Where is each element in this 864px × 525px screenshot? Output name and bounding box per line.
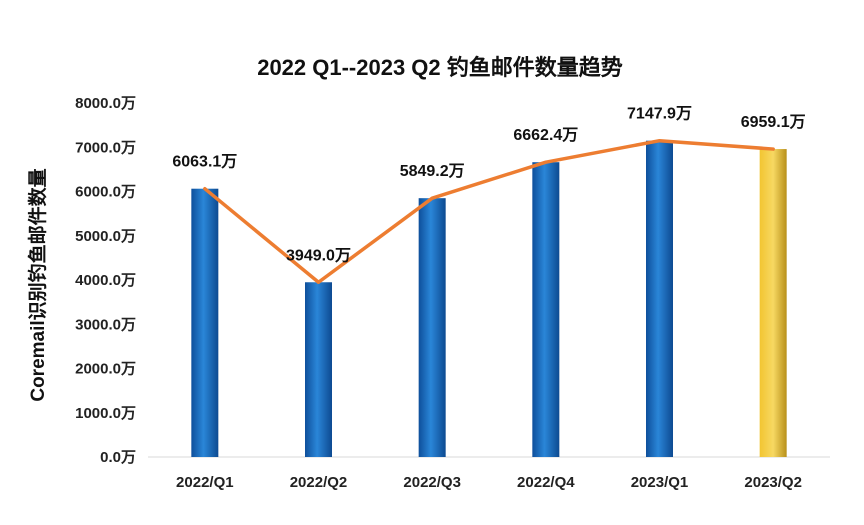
y-tick-label: 1000.0万 bbox=[75, 405, 136, 422]
data-label: 7147.9万 bbox=[627, 106, 692, 123]
x-axis-ticks: 2022/Q1 2022/Q2 2022/Q3 2022/Q4 2023/Q1 2023/… bbox=[176, 474, 802, 491]
trend-line bbox=[203, 138, 775, 285]
y-axis-ticks: 0.0万 1000.0万 2000.0万 3000.0万 4000.0万 5000.0万 6… bbox=[75, 95, 136, 466]
data-label: 6063.1万 bbox=[172, 154, 237, 171]
data-label: 3949.0万 bbox=[286, 247, 351, 264]
y-tick-label: 0.0万 bbox=[100, 449, 136, 466]
data-labels: 6063.1万 3949.0万 5849.2万 6662.4万 7147.9万 6959.… bbox=[172, 106, 805, 265]
x-tick-label: 2022/Q2 bbox=[290, 474, 348, 491]
data-label: 6959.1万 bbox=[741, 114, 806, 131]
y-axis-label: Coremail识别钓鱼邮件数量 bbox=[26, 168, 49, 401]
y-tick-label: 5000.0万 bbox=[75, 228, 136, 245]
data-label: 6662.4万 bbox=[513, 127, 578, 144]
x-tick-label: 2023/Q1 bbox=[631, 474, 689, 491]
bar-2023/Q2 bbox=[759, 149, 787, 458]
x-tick-label: 2022/Q3 bbox=[403, 474, 461, 491]
bars bbox=[191, 140, 787, 458]
x-tick-label: 2023/Q2 bbox=[744, 474, 802, 491]
y-tick-label: 4000.0万 bbox=[75, 272, 136, 289]
bar-2022/Q4 bbox=[532, 162, 560, 458]
y-tick-label: 6000.0万 bbox=[75, 184, 136, 201]
y-tick-label: 2000.0万 bbox=[75, 361, 136, 378]
y-tick-label: 7000.0万 bbox=[75, 139, 136, 156]
data-label: 5849.2万 bbox=[400, 163, 465, 180]
bar-2023/Q1 bbox=[646, 140, 673, 457]
bar-2022/Q3 bbox=[418, 198, 446, 457]
y-tick-label: 3000.0万 bbox=[75, 316, 136, 333]
chart-title: 2022 Q1--2023 Q2 钓鱼邮件数量趋势 bbox=[257, 55, 623, 80]
y-tick-label: 8000.0万 bbox=[75, 95, 136, 112]
x-tick-label: 2022/Q1 bbox=[176, 474, 234, 491]
bar-2022/Q2 bbox=[305, 282, 332, 457]
x-tick-label: 2022/Q4 bbox=[517, 474, 575, 491]
bar-2022/Q1 bbox=[191, 188, 219, 457]
